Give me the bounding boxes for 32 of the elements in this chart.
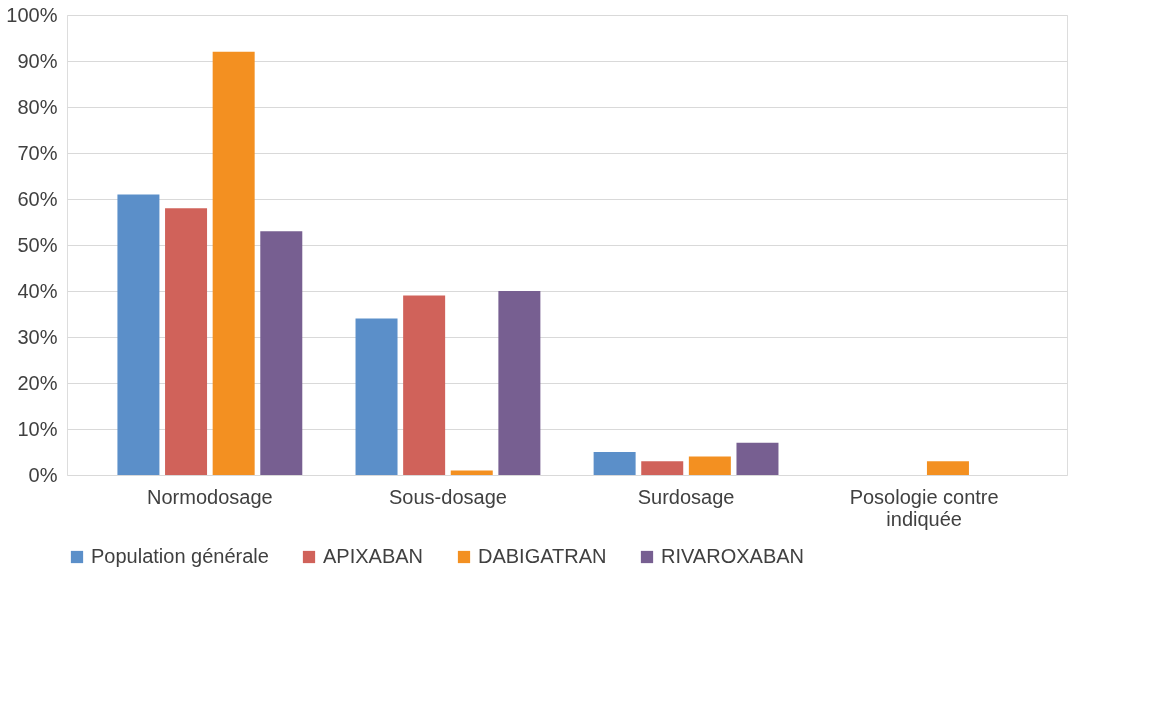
bar (165, 208, 208, 475)
y-tick-label: 10% (17, 417, 58, 440)
bar (641, 461, 684, 475)
bar (355, 318, 398, 475)
y-tick-label: 20% (17, 371, 58, 394)
y-tick-label: 70% (17, 141, 58, 164)
bar (736, 442, 779, 475)
bar (593, 452, 636, 475)
bar (926, 461, 969, 475)
y-tick-label: 30% (17, 325, 58, 348)
y-tick-label: 50% (17, 233, 58, 256)
y-tick-label: 0% (28, 463, 58, 486)
legend-label: DABIGATRAN (478, 545, 607, 567)
x-tick-label: Sous-dosage (389, 485, 507, 508)
bar (450, 470, 493, 475)
bar (498, 291, 541, 475)
x-tick-label: Surdosage (637, 485, 735, 508)
bar (117, 194, 160, 475)
bar (688, 456, 731, 475)
legend-label: Population générale (91, 545, 269, 567)
y-tick-label: 60% (17, 187, 58, 210)
x-tick-label: Normodosage (147, 485, 273, 508)
bar (260, 231, 303, 475)
legend-label: RIVAROXABAN (661, 545, 804, 567)
bar (212, 51, 255, 475)
y-tick-label: 40% (17, 279, 58, 302)
y-tick-label: 100% (6, 3, 58, 26)
bar (403, 295, 446, 475)
y-tick-label: 90% (17, 49, 58, 72)
y-tick-label: 80% (17, 95, 58, 118)
legend-label: APIXABAN (323, 545, 424, 567)
x-tick-label: Posologie contre indiquée (849, 485, 999, 530)
